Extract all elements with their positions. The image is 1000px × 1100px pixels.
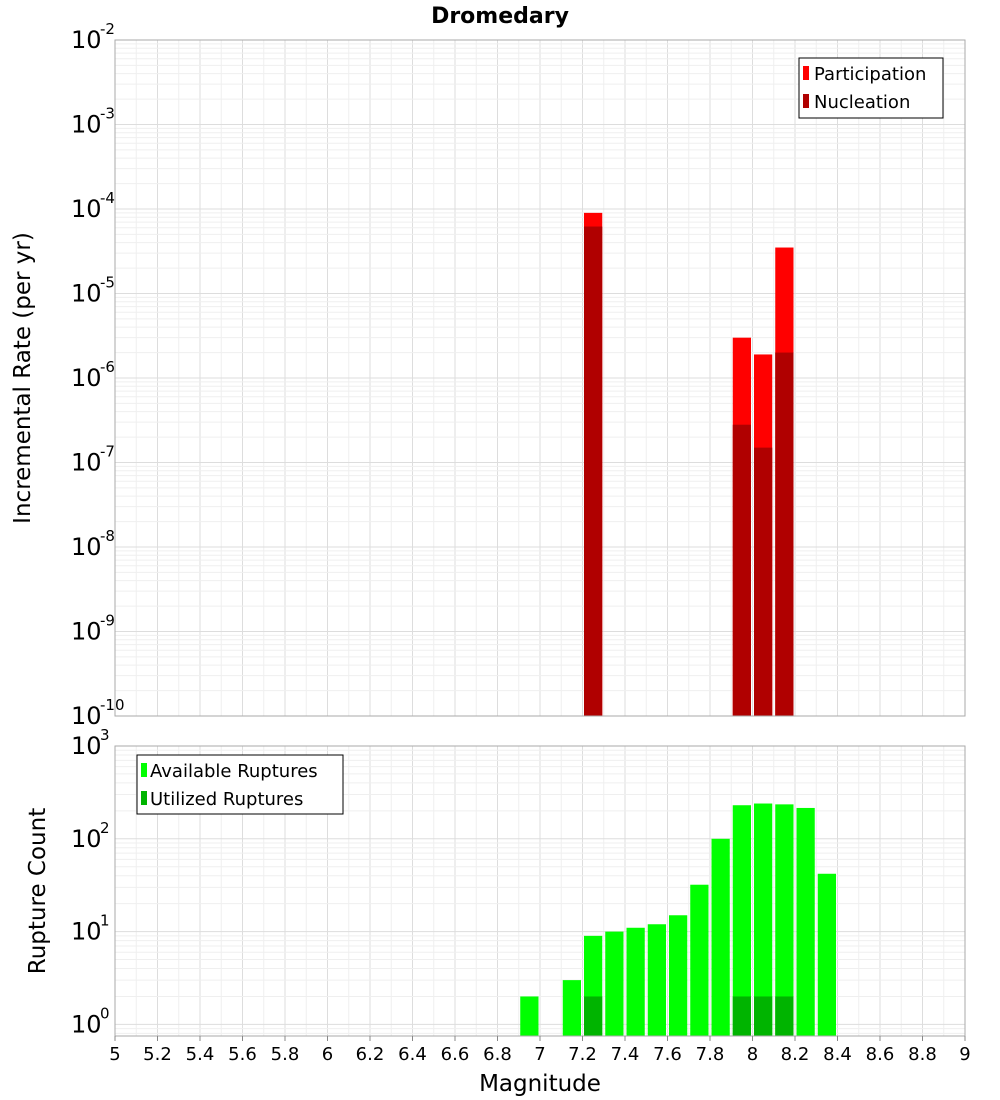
x-tick-label: 8 — [747, 1044, 758, 1065]
count-bar-available-ruptures — [626, 927, 645, 1036]
legend-swatch-participation — [803, 66, 809, 80]
rate-bar-nucleation — [732, 424, 751, 716]
count-y-tick-exponent: 1 — [100, 912, 110, 930]
rate-y-tick-base: 10 — [71, 364, 102, 392]
count-bar-available-ruptures — [817, 873, 836, 1036]
legend-swatch-available — [141, 763, 147, 777]
legend-swatch-nucleation — [803, 94, 809, 108]
rate-bars — [584, 212, 794, 716]
rate-y-tick-base: 10 — [71, 618, 102, 646]
chart-title: Dromedary — [431, 4, 569, 29]
rate-y-tick-base: 10 — [71, 111, 102, 139]
count-y-tick-base: 10 — [71, 918, 102, 946]
x-tick-label: 6.2 — [356, 1044, 385, 1065]
legend-label-participation: Participation — [814, 64, 926, 85]
count-y-tick-base: 10 — [71, 1010, 102, 1038]
count-legend-box — [136, 754, 344, 815]
rate-y-tick-exponent: -2 — [100, 20, 115, 38]
rate-y-tick-base: 10 — [71, 533, 102, 561]
count-bar-utilized-ruptures — [775, 996, 794, 1036]
count-y-axis-label: Rupture Count — [25, 808, 51, 974]
x-tick-label: 6.8 — [483, 1044, 512, 1065]
x-tick-label: 7 — [534, 1044, 545, 1065]
x-tick-label: 8.2 — [781, 1044, 810, 1065]
x-tick-label: 7.6 — [653, 1044, 682, 1065]
x-tick-label: 6.4 — [398, 1044, 427, 1065]
x-axis-label: Magnitude — [479, 1071, 601, 1097]
rate-plot: 10-210-310-410-510-610-710-810-910-10 In… — [10, 20, 966, 730]
count-bar-available-ruptures — [520, 996, 539, 1036]
x-tick-label: 5.8 — [271, 1044, 300, 1065]
x-tick-label: 5.2 — [143, 1044, 172, 1065]
x-tick-label: 6 — [322, 1044, 333, 1065]
x-tick-label: 7.8 — [696, 1044, 725, 1065]
x-tick-label: 9 — [959, 1044, 970, 1065]
count-y-tick-exponent: 2 — [100, 819, 110, 837]
count-bar-available-ruptures — [732, 805, 751, 1036]
rate-y-tick-base: 10 — [71, 449, 102, 477]
count-bar-utilized-ruptures — [754, 996, 773, 1036]
rate-y-tick-base: 10 — [71, 26, 102, 54]
x-tick-label: 8.6 — [866, 1044, 895, 1065]
rate-y-tick-base: 10 — [71, 280, 102, 308]
x-tick-label: 5.4 — [186, 1044, 215, 1065]
x-tick-label: 5 — [109, 1044, 120, 1065]
legend-label-nucleation: Nucleation — [814, 92, 910, 113]
rate-legend-box — [798, 57, 944, 119]
x-tick-label: 7.2 — [568, 1044, 597, 1065]
count-bar-available-ruptures — [669, 915, 688, 1036]
rate-bar-nucleation — [775, 352, 794, 716]
rate-bar-nucleation — [584, 226, 603, 716]
count-bar-utilized-ruptures — [732, 996, 751, 1036]
count-y-tick-exponent: 0 — [100, 1004, 110, 1022]
rate-y-ticks: 10-210-310-410-510-610-710-810-910-10 — [71, 20, 125, 730]
rate-y-axis-label: Incremental Rate (per yr) — [10, 232, 36, 524]
count-legend[interactable]: Available Ruptures Utilized Ruptures — [136, 754, 344, 815]
rate-y-tick-exponent: -8 — [100, 527, 115, 545]
x-tick-label: 6.6 — [441, 1044, 470, 1065]
rate-gridlines — [114, 39, 966, 717]
rate-y-tick-exponent: -5 — [100, 274, 115, 292]
rate-y-tick-exponent: -4 — [100, 189, 115, 207]
rate-bar-nucleation — [754, 447, 773, 716]
count-bar-available-ruptures — [562, 980, 581, 1036]
rate-legend[interactable]: Participation Nucleation — [798, 57, 944, 119]
rate-y-tick-base: 10 — [71, 195, 102, 223]
count-bar-available-ruptures — [690, 884, 709, 1036]
legend-swatch-utilized — [141, 791, 147, 805]
legend-label-available: Available Ruptures — [150, 761, 318, 782]
count-bar-available-ruptures — [711, 838, 730, 1036]
count-bars — [520, 803, 836, 1036]
count-bar-available-ruptures — [605, 931, 624, 1036]
x-tick-label: 8.4 — [823, 1044, 852, 1065]
x-tick-label: 5.6 — [228, 1044, 257, 1065]
x-tick-label: 7.4 — [611, 1044, 640, 1065]
count-bar-utilized-ruptures — [584, 996, 603, 1036]
rate-plot-frame — [114, 39, 966, 717]
count-y-tick-base: 10 — [71, 825, 102, 853]
count-bar-available-ruptures — [647, 924, 666, 1036]
rate-y-tick-base: 10 — [71, 702, 102, 730]
x-tick-label: 8.8 — [908, 1044, 937, 1065]
rate-y-tick-exponent: -6 — [100, 358, 115, 376]
x-ticks: 5 5.2 5.4 5.6 5.8 6 6.2 6.4 6.6 6.8 7 7.2 7.4 7.6 7.8 8… — [109, 1036, 971, 1065]
rate-y-tick-exponent: -9 — [100, 612, 115, 630]
count-bar-available-ruptures — [775, 804, 794, 1036]
rate-y-tick-exponent: -7 — [100, 443, 115, 461]
count-bar-available-ruptures — [754, 803, 773, 1036]
rate-y-tick-exponent: -3 — [100, 105, 115, 123]
count-y-tick-exponent: 3 — [100, 726, 110, 744]
count-bar-available-ruptures — [796, 807, 815, 1036]
legend-label-utilized: Utilized Ruptures — [150, 789, 303, 810]
rate-y-tick-exponent: -10 — [100, 696, 125, 714]
count-y-tick-base: 10 — [71, 732, 102, 760]
